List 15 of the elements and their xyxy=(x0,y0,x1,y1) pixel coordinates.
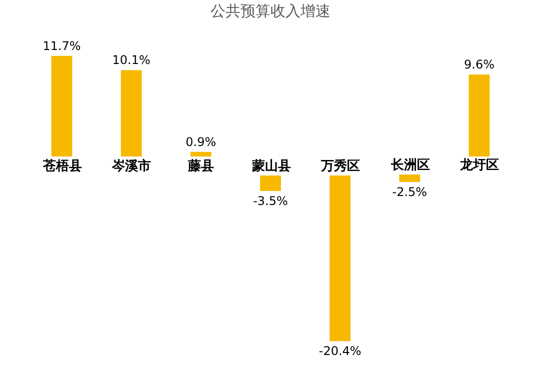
data-label: 10.1% xyxy=(112,53,150,68)
data-label: 11.7% xyxy=(42,38,81,53)
data-label: -20.4% xyxy=(318,344,362,358)
data-label: -2.5% xyxy=(392,185,428,200)
x-tick-label: 苍梧县 xyxy=(42,158,82,174)
x-tick-label: 蒙山县 xyxy=(251,158,291,174)
data-label: 9.6% xyxy=(464,58,494,72)
x-tick-label: 藤县 xyxy=(187,158,214,174)
x-tick-label: 龙圩区 xyxy=(459,158,499,173)
data-label: -3.5% xyxy=(253,194,288,208)
x-tick-label: 长洲区 xyxy=(390,158,430,173)
chart-title: 公共预算收入增速 xyxy=(210,2,330,20)
x-tick-label: 万秀区 xyxy=(320,158,360,174)
data-label: 0.9% xyxy=(186,134,216,149)
x-tick-label: 岑溪市 xyxy=(111,158,151,174)
